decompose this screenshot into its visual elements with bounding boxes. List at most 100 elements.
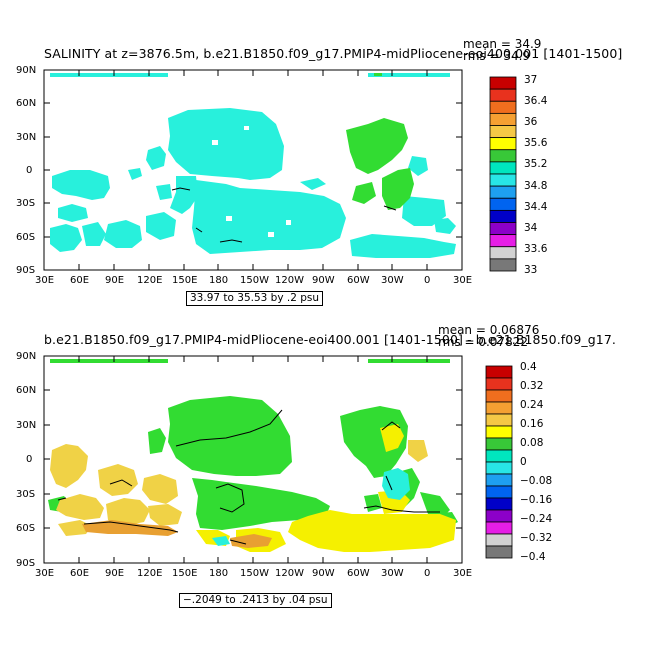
- colorbar-swatch: [485, 401, 513, 415]
- panel-2-gold-field: [50, 440, 428, 536]
- panel-1-xtick: 120W: [275, 275, 304, 286]
- panel-1-mean: mean = 34.9: [463, 37, 542, 51]
- panel-1-ytick: 90N: [16, 65, 37, 76]
- colorbar-swatch: [485, 545, 513, 559]
- panel-2-title: b.e21.B1850.f09_g17.PMIP4-midPliocene-eo…: [44, 332, 616, 347]
- colorbar-label: 0.08: [520, 437, 544, 449]
- colorbar-swatch: [485, 497, 513, 511]
- panel-1-xtick: 150W: [240, 275, 269, 286]
- panel-2-xtick: 60E: [70, 568, 90, 579]
- panel-1-ytick: 90S: [16, 265, 36, 276]
- colorbar-swatch: [485, 533, 513, 547]
- panel-2-ytick: 90N: [16, 351, 37, 362]
- colorbar-label: −0.24: [520, 513, 553, 525]
- panel-2-xtick: 30W: [381, 568, 404, 579]
- panel-2-xtick: 60W: [347, 568, 370, 579]
- colorbar-label: 36.4: [524, 95, 548, 108]
- colorbar-label: 0.16: [520, 418, 544, 430]
- colorbar-label: 0: [520, 456, 527, 468]
- colorbar-label: −0.4: [520, 551, 546, 563]
- panel-2-xtick: 30E: [35, 568, 55, 579]
- panel-1-green-field: [346, 73, 414, 210]
- panel-2-xtick: 90W: [312, 568, 335, 579]
- colorbar-swatch: [485, 473, 513, 487]
- colorbar-swatch: [485, 461, 513, 475]
- colorbar-swatch: [485, 413, 513, 427]
- colorbar-swatch: [485, 425, 513, 439]
- colorbar-swatch: [485, 365, 513, 379]
- colorbar-swatch: [485, 437, 513, 451]
- panel-1-xtick: 30E: [35, 275, 55, 286]
- panel-1-xtick: 30E: [453, 275, 473, 286]
- panel-1-salinity-field: [50, 73, 456, 258]
- colorbar-label: 34.8: [524, 179, 548, 192]
- colorbar-label: 33.6: [524, 242, 548, 255]
- panel-1-xtick: 90W: [312, 275, 335, 286]
- panel-1-ytick: 30N: [16, 132, 37, 143]
- panel-2-xtick: 180: [209, 568, 229, 579]
- colorbar-label: −0.32: [520, 532, 553, 544]
- colorbar-label: 34: [524, 221, 538, 234]
- colorbar-label: −0.16: [520, 494, 553, 506]
- colorbar-label: 0.4: [520, 361, 537, 373]
- colorbar-swatch: [485, 377, 513, 391]
- colorbar-label: 33: [524, 264, 538, 276]
- panel-2-mean: mean = 0.06876: [438, 323, 540, 337]
- panel-2-ytick: 60N: [16, 385, 37, 396]
- panel-2-contours: [57, 409, 440, 545]
- panel-2-xtick: 120E: [137, 568, 163, 579]
- colorbar-swatch: [485, 389, 513, 403]
- panel-1-ytick: 60S: [16, 232, 36, 243]
- panel-2-contour-range: −.2049 to .2413 by .04 psu: [179, 593, 332, 608]
- panel-2-ytick: 90S: [16, 558, 36, 569]
- panel-2-ytick: 30N: [16, 420, 37, 431]
- colorbar-swatch: [485, 485, 513, 499]
- panel-1-xtick: 120E: [137, 275, 163, 286]
- panel-1-contours: [171, 187, 397, 243]
- colorbar-label: 34.4: [524, 200, 548, 213]
- panel-1-xtick: 150E: [172, 275, 198, 286]
- colorbar-label: 35.2: [524, 158, 548, 171]
- panel-1-holes: [212, 126, 291, 237]
- panel-1-xtick: 90E: [105, 275, 125, 286]
- panel-1-contour-range: 33.97 to 35.53 by .2 psu: [186, 291, 324, 306]
- panel-1-xtick: 0: [424, 275, 431, 286]
- colorbar-swatch: [485, 449, 513, 463]
- colorbar-label: −0.08: [520, 475, 553, 487]
- colorbar-label: 0.24: [520, 399, 544, 411]
- panel-1-xtick: 60W: [347, 275, 370, 286]
- panel-1-xtick: 30W: [381, 275, 404, 286]
- colorbar-swatch: [485, 521, 513, 535]
- panel-1-ytick: 0: [26, 165, 33, 176]
- panel-2-xtick: 30E: [453, 568, 473, 579]
- colorbar-label: 36: [524, 116, 538, 129]
- panel-2-xtick: 150W: [240, 568, 269, 579]
- panel-1-ytick: 30S: [16, 198, 36, 209]
- colorbar-label: 37: [524, 74, 538, 86]
- colorbar-label: 0.32: [520, 380, 544, 392]
- colorbar-swatch: [485, 509, 513, 523]
- panel-2-orange-field: [82, 520, 272, 548]
- panel-2-xtick: 150E: [172, 568, 198, 579]
- panel-2-green-field: [48, 359, 458, 530]
- panel-2-xtick: 0: [424, 568, 431, 579]
- panel-2-rms: rms = 0.07822: [438, 335, 528, 349]
- panel-1-title: SALINITY at z=3876.5m, b.e21.B1850.f09_g…: [44, 46, 623, 61]
- colorbar-swatch: [489, 258, 517, 272]
- panel-2-cyan-field: [212, 468, 410, 546]
- panel-2-ytick: 0: [26, 454, 33, 465]
- panel-2-xtick: 90E: [105, 568, 125, 579]
- panel-2-ytick: 30S: [16, 489, 36, 500]
- panel-2-ytick: 60S: [16, 523, 36, 534]
- panel-1-ytick: 60N: [16, 98, 37, 109]
- panel-1-rms: rms = 34.9: [463, 49, 531, 63]
- panel-2-xtick: 120W: [275, 568, 304, 579]
- panel-1-xtick: 60E: [70, 275, 90, 286]
- colorbar-label: 35.6: [524, 137, 548, 150]
